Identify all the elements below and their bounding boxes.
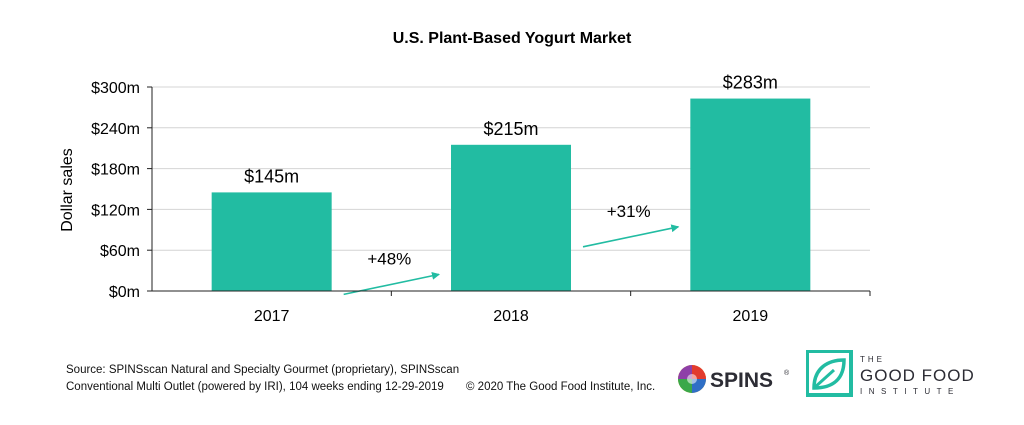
spins-logo: SPINS ® — [678, 365, 790, 393]
source-line-1: Source: SPINSscan Natural and Specialty … — [66, 364, 460, 376]
x-category-label: 2019 — [733, 308, 769, 325]
bar-chart: U.S. Plant-Based Yogurt Market Dollar sa… — [59, 30, 871, 325]
bar — [690, 98, 811, 291]
y-axis-label: Dollar sales — [59, 148, 76, 232]
bars — [211, 98, 811, 291]
data-labels: $145m $215m $283m — [244, 73, 778, 187]
y-tick-label: $120m — [91, 202, 140, 219]
gfi-the-text: THE — [860, 355, 885, 364]
gfi-leaf-icon — [806, 350, 853, 397]
x-axis-categories: 2017 2018 2019 — [254, 291, 871, 325]
data-label: $145m — [244, 166, 299, 186]
source-note: Source: SPINSscan Natural and Specialty … — [66, 362, 506, 396]
spins-registered-mark: ® — [784, 369, 790, 377]
y-tick-label: $180m — [91, 162, 140, 179]
bar — [211, 192, 332, 291]
data-label: $215m — [483, 119, 538, 139]
gfi-logo: THE GOOD FOOD INSTITUTE — [806, 350, 975, 397]
y-axis-ticks: $0m $60m $120m $180m $240m $300m — [91, 80, 152, 301]
gfi-sub-text: INSTITUTE — [860, 387, 960, 396]
bar — [451, 144, 571, 291]
source-line-2: Conventional Multi Outlet (powered by IR… — [66, 381, 444, 393]
x-category-label: 2017 — [254, 308, 290, 325]
y-tick-label: $60m — [100, 243, 140, 260]
y-tick-label: $240m — [91, 121, 140, 138]
spins-logo-text: SPINS — [710, 369, 773, 392]
copyright-note: © 2020 The Good Food Institute, Inc. — [466, 381, 656, 393]
gfi-main-text: GOOD FOOD — [860, 366, 975, 385]
chart-title: U.S. Plant-Based Yogurt Market — [393, 30, 632, 47]
y-tick-label: $300m — [91, 80, 140, 97]
growth-label: +48% — [367, 249, 411, 268]
spins-globe-icon — [678, 365, 706, 393]
x-category-label: 2018 — [493, 308, 529, 325]
growth-label: +31% — [607, 202, 651, 221]
growth-arrow — [582, 224, 680, 248]
growth-annotations: +48% +31% — [343, 202, 680, 296]
data-label: $283m — [723, 73, 778, 93]
y-tick-label: $0m — [109, 284, 140, 301]
